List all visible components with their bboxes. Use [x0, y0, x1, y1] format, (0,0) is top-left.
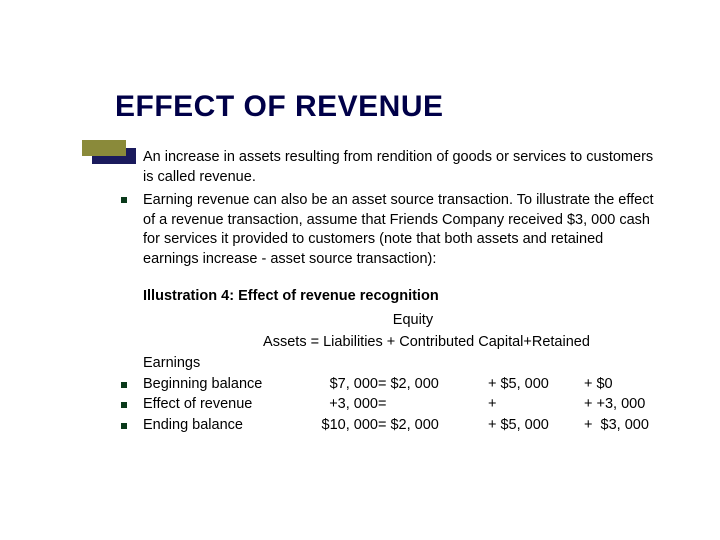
bullet-item: An increase in assets resulting from ren… [115, 148, 660, 187]
cell-retained-earnings: + $3, 000 [584, 416, 649, 436]
cell-retained-earnings: + +3, 000 [584, 395, 645, 415]
cell-assets: +3, 000 [288, 395, 378, 415]
row-label: Ending balance [143, 416, 288, 436]
cell-contributed-capital: + $5, 000 [488, 375, 578, 395]
cell-retained-earnings: + $0 [584, 375, 613, 395]
cell-liabilities: = [378, 395, 488, 415]
table-row: Ending balance $10, 000 = $2, 000 + $5, … [115, 416, 660, 436]
cell-contributed-capital: + [488, 395, 578, 415]
row-label: Effect of revenue [143, 395, 288, 415]
balance-table: Earnings Beginning balance $7, 000 = $2,… [115, 354, 660, 435]
cell-liabilities: = $2, 000 [378, 416, 488, 436]
accent-bar-olive [82, 140, 126, 156]
bullet-list: An increase in assets resulting from ren… [115, 148, 660, 269]
earnings-label-row: Earnings [115, 354, 660, 374]
cell-contributed-capital: + $5, 000 [488, 416, 578, 436]
slide-body: An increase in assets resulting from ren… [115, 148, 660, 435]
equity-label-line: Equity [143, 311, 660, 331]
table-row: Beginning balance $7, 000 = $2, 000 + $5… [115, 375, 660, 395]
bullet-square-icon [121, 423, 127, 429]
cell-liabilities: = $2, 000 [378, 375, 488, 395]
illustration-heading: Illustration 4: Effect of revenue recogn… [143, 287, 660, 307]
slide-title: EFFECT OF REVENUE [115, 90, 660, 124]
bullet-item: Earning revenue can also be an asset sou… [115, 191, 660, 269]
row-label: Beginning balance [143, 375, 288, 395]
table-row: Effect of revenue +3, 000 = + + +3, 000 [115, 395, 660, 415]
equation-line: Assets = Liabilities + Contributed Capit… [143, 333, 660, 353]
bullet-square-icon [121, 382, 127, 388]
slide: EFFECT OF REVENUE An increase in assets … [0, 0, 720, 540]
cell-assets: $10, 000 [288, 416, 378, 436]
bullet-square-icon [121, 402, 127, 408]
cell-assets: $7, 000 [288, 375, 378, 395]
earnings-label: Earnings [143, 354, 288, 374]
